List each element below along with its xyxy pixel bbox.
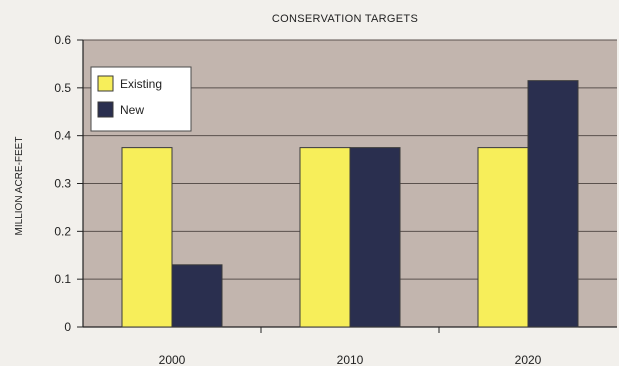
y-tick-label: 0.2: [54, 224, 71, 238]
bar-new-2020: [527, 80, 579, 328]
plot-area: 0 0.1 0.2 0.3 0.4 0.5 0.6 2000 2010 2020 Existing N…: [54, 33, 617, 366]
y-tick-label: 0.1: [54, 272, 71, 286]
y-tick-label: 0.5: [54, 81, 71, 95]
legend-swatch-new: [97, 101, 114, 118]
bar-existing-2020: [477, 147, 529, 328]
chart-title: CONSERVATION TARGETS: [272, 13, 418, 25]
bar-existing-2010: [299, 147, 351, 328]
y-axis-label: MILLION ACRE-FEET: [14, 137, 25, 236]
y-tick-label: 0.6: [54, 33, 71, 47]
x-tick-label: 2010: [337, 353, 364, 366]
bar-new-2000: [171, 264, 223, 328]
legend-swatch-existing: [97, 75, 114, 92]
y-tick-label: 0.3: [54, 177, 71, 191]
legend-label-new: New: [120, 103, 144, 117]
legend-label-existing: Existing: [120, 77, 162, 91]
x-tick-label: 2000: [159, 353, 186, 366]
bar-existing-2000: [121, 147, 173, 328]
bar-new-2010: [349, 147, 401, 328]
y-tick-label: 0.4: [54, 129, 71, 143]
y-tick-label: 0: [64, 320, 71, 334]
x-tick-label: 2020: [515, 353, 542, 366]
